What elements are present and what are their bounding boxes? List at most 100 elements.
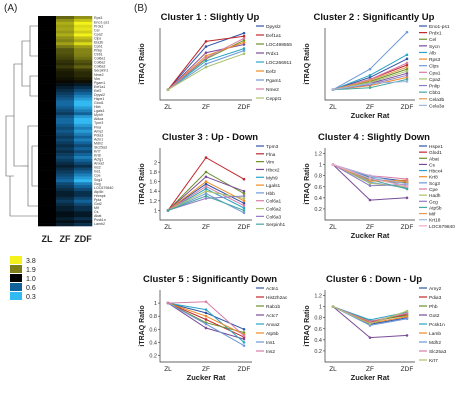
y-tick-label: 0.6 xyxy=(149,327,157,333)
data-point xyxy=(368,82,372,85)
legend-label: Ins1 xyxy=(266,340,275,346)
heatmap-cell xyxy=(74,16,93,20)
dendrogram-branch xyxy=(31,145,38,187)
heatmap-column-label: ZF xyxy=(60,234,71,244)
heatmap-cell xyxy=(38,33,57,37)
axes xyxy=(324,148,415,221)
data-point xyxy=(204,185,208,188)
y-tick-label: 1.6 xyxy=(149,180,157,186)
data-point xyxy=(204,54,208,58)
data-point xyxy=(368,322,372,326)
heatmap-cell xyxy=(74,123,93,128)
heatmap-cell xyxy=(38,77,57,81)
heatmap-cell xyxy=(74,80,93,84)
heatmap-cell xyxy=(74,33,93,37)
heatmap-row-label: Ela3b xyxy=(94,40,103,44)
heatmap-row-label: Gcg xyxy=(94,182,101,186)
heatmap-cell xyxy=(38,153,57,157)
legend-label: Hbcx2 xyxy=(266,167,280,173)
heatmap-row-label: Pcsk1n xyxy=(94,218,106,222)
data-point xyxy=(242,337,246,341)
heatmap-cell xyxy=(38,56,57,61)
heatmap-cell xyxy=(74,24,93,28)
heatmap-cell xyxy=(38,24,57,28)
heatmap-cell xyxy=(74,135,93,139)
heatmap-cell xyxy=(38,214,57,218)
heatmap-cell xyxy=(56,123,75,128)
legend-label: Pdia3 xyxy=(429,295,442,301)
heatmap-cell xyxy=(74,51,93,55)
heatmap-cell xyxy=(56,191,75,195)
data-point xyxy=(204,194,208,198)
legend-label: Slc25a3 xyxy=(429,349,447,355)
legend-label: Alb xyxy=(429,50,436,56)
heatmap-cell xyxy=(56,185,75,189)
axes xyxy=(324,290,415,363)
y-tick-label: 0.8 xyxy=(149,314,157,320)
heatmap-cell xyxy=(56,161,75,166)
heatmap-cell xyxy=(38,100,57,104)
heatmap-cell xyxy=(38,188,57,192)
heatmap-cell xyxy=(74,205,93,209)
heatmap-cell xyxy=(56,97,75,101)
heatmap-cell xyxy=(38,193,57,198)
heatmap-cell xyxy=(38,217,57,221)
heatmap-cell xyxy=(56,135,75,139)
heatmap-cell xyxy=(56,170,75,174)
heatmap-cell xyxy=(38,21,57,26)
heatmap-cell xyxy=(38,68,57,72)
data-point xyxy=(368,79,372,82)
legend-label: Atp5b xyxy=(266,331,279,337)
heatmap-cell xyxy=(74,176,93,180)
heatmap-row-label: Abat xyxy=(94,214,101,218)
heatmap-cell xyxy=(74,161,93,166)
heatmap-cell xyxy=(38,27,57,31)
x-tick-label: ZF xyxy=(202,104,210,111)
heatmap-cell xyxy=(74,202,93,206)
y-axis-label: iTRAQ Ratio xyxy=(304,305,311,346)
data-point xyxy=(204,156,208,159)
cluster-panel: Cluster 3 : Up - Down iTRAQ Ratio 1 1.2 1.4 1… xyxy=(139,132,286,231)
y-tick-label: 2 xyxy=(154,160,157,166)
heatmap-cell xyxy=(56,193,75,198)
y-tick-label: 0.2 xyxy=(149,353,157,359)
legend-label: 1.0 xyxy=(26,276,36,283)
x-tick-label: ZF xyxy=(366,224,374,231)
heatmap-cell xyxy=(74,179,93,183)
heatmap-row-label: Actn1 xyxy=(94,137,103,141)
legend-label: Myh9 xyxy=(266,175,278,181)
data-point xyxy=(405,180,409,184)
chart-title: Cluster 2 : Significantly Up xyxy=(314,12,435,23)
heatmap-cell xyxy=(56,45,75,49)
data-point xyxy=(242,52,246,56)
x-tick-label: ZDF xyxy=(238,366,251,373)
legend-label: Got2 xyxy=(429,313,440,319)
heatmap-row-label: Eef1a1 xyxy=(94,85,105,89)
heatmap-row-label: LOC679840 xyxy=(94,186,113,190)
heatmap-cell xyxy=(74,18,93,23)
heatmap-cell xyxy=(74,45,93,49)
heatmap-cell xyxy=(74,138,93,142)
data-point xyxy=(242,39,246,42)
legend-label: Pnlip xyxy=(429,84,440,90)
data-point xyxy=(405,309,409,313)
y-tick-label: 1.8 xyxy=(149,170,157,176)
heatmap-cell xyxy=(74,156,93,160)
heatmap-cell xyxy=(56,42,75,46)
legend-label: Col6a1 xyxy=(266,199,282,205)
legend-label: Col6a2 xyxy=(266,207,282,213)
heatmap-cell xyxy=(38,156,57,160)
heatmap-cell xyxy=(38,220,57,224)
legend-label: 0.3 xyxy=(26,294,36,301)
chart-title: Cluster 5 : Significantly Down xyxy=(143,274,277,285)
data-point xyxy=(204,308,208,311)
heatmap-cell xyxy=(74,62,93,66)
heatmap-cell xyxy=(74,100,93,104)
heatmap-cell xyxy=(74,30,93,34)
legend-label: Krt8 xyxy=(429,175,438,181)
heatmap-cell xyxy=(56,59,75,63)
cluster-panels: Cluster 1 : Slightly Up iTRAQ Ratio ZL ZF ZD… xyxy=(139,12,455,382)
heatmap-cell xyxy=(74,112,93,116)
data-point xyxy=(368,76,372,79)
heatmap-cell xyxy=(74,39,93,43)
